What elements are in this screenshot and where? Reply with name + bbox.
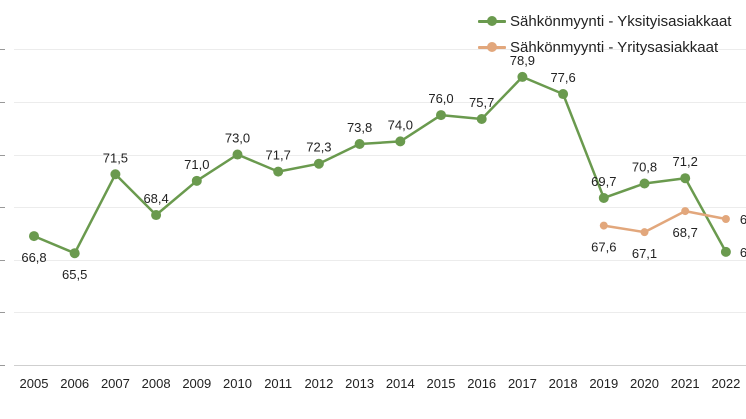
x-tick-label: 2015 [427, 376, 456, 391]
data-point [191, 175, 202, 186]
legend-item-yritysasiakkaat: Sähkönmyynti - Yritysasiakkaat [478, 34, 746, 60]
x-tick-label: 2005 [20, 376, 49, 391]
data-label: 6 [740, 245, 746, 260]
data-label: 71,7 [266, 148, 291, 163]
data-point [273, 166, 284, 177]
data-point [720, 246, 731, 257]
data-point [558, 89, 569, 100]
x-tick-label: 2020 [630, 376, 659, 391]
x-tick-label: 2010 [223, 376, 252, 391]
legend-label: Sähkönmyynti - Yritysasiakkaat [510, 38, 719, 56]
data-label: 66,8 [21, 250, 46, 265]
x-tick-label: 2008 [142, 376, 171, 391]
data-label: 71,0 [184, 157, 209, 172]
data-label: 74,0 [388, 117, 413, 132]
data-point [354, 139, 365, 150]
legend-item-yksityisasiakkaat: Sähkönmyynti - Yksityisasiakkaat [478, 8, 746, 34]
x-tick-label: 2022 [711, 376, 740, 391]
data-label: 78,9 [510, 53, 535, 68]
data-point [517, 71, 528, 82]
data-label: 65,5 [62, 267, 87, 282]
data-point [29, 231, 39, 242]
data-label: 77,6 [550, 70, 575, 85]
data-point [151, 210, 162, 221]
x-tick-label: 2006 [60, 376, 89, 391]
data-point [69, 248, 80, 259]
data-point [598, 192, 609, 203]
data-label: 72,3 [306, 140, 331, 155]
data-label: 67,6 [591, 240, 616, 255]
legend-swatch-yritysasiakkaat [478, 41, 506, 53]
x-tick-label: 2021 [671, 376, 700, 391]
data-label: 69,7 [591, 174, 616, 189]
x-tick-label: 2019 [589, 376, 618, 391]
data-label: 6 [740, 212, 746, 227]
data-point [680, 173, 691, 184]
data-label: 68,7 [673, 225, 698, 240]
series-line [33, 75, 727, 255]
data-label: 76,0 [428, 91, 453, 106]
data-label: 70,8 [632, 159, 657, 174]
data-point [232, 149, 243, 160]
data-label: 73,0 [225, 131, 250, 146]
x-tick-label: 2009 [182, 376, 211, 391]
x-tick-label: 2013 [345, 376, 374, 391]
x-tick-label: 2014 [386, 376, 415, 391]
data-label: 71,5 [103, 150, 128, 165]
x-tick-label: 2018 [549, 376, 578, 391]
legend-swatch-yksityisasiakkaat [478, 15, 506, 27]
data-point [476, 114, 487, 125]
data-point [599, 221, 608, 230]
data-point [313, 158, 324, 169]
x-tick-label: 2007 [101, 376, 130, 391]
data-label: 67,1 [632, 246, 657, 261]
x-tick-label: 2011 [264, 376, 292, 391]
data-point [640, 228, 649, 237]
x-tick-label: 2017 [508, 376, 537, 391]
data-point [395, 136, 406, 147]
x-tick-label: 2016 [467, 376, 496, 391]
data-point [110, 169, 121, 180]
data-label: 71,2 [673, 154, 698, 169]
data-point [681, 207, 690, 216]
data-label: 68,4 [143, 191, 168, 206]
legend-label: Sähkönmyynti - Yksityisasiakkaat [510, 12, 732, 30]
legend: Sähkönmyynti - Yksityisasiakkaat Sähkönm… [478, 8, 746, 60]
x-tick-label: 2012 [304, 376, 333, 391]
data-label: 73,8 [347, 120, 372, 135]
data-point [721, 214, 730, 223]
data-point [436, 110, 446, 121]
data-point [639, 178, 650, 189]
series-line [603, 209, 727, 234]
data-label: 75,7 [469, 95, 494, 110]
